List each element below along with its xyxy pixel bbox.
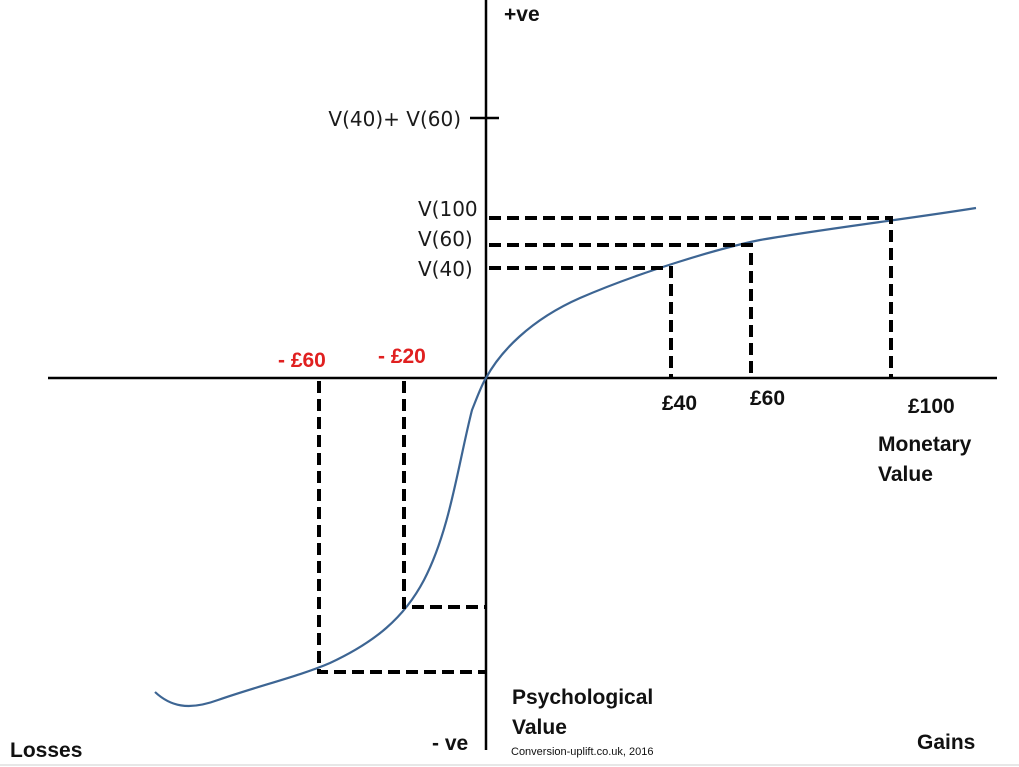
value-function-curve [154,206,977,708]
guide-line-v60 [489,243,753,378]
gain-label-40: £40 [662,392,697,415]
y-positive-label: +ve [504,3,540,26]
gain-label-100: £100 [908,395,955,418]
guide-line-v100 [489,216,893,378]
y-negative-label: - ve [432,732,468,755]
losses-label: Losses [10,739,82,762]
tick-label-v60: V(60) [418,227,473,251]
tick-label-v100: V(100 [418,197,478,221]
guide-line-v40 [489,266,673,378]
loss-label-60: - £60 [278,349,326,372]
y-axis-title-line2: Value [512,716,567,739]
loss-label-20: - £20 [378,345,426,368]
guide-line-loss-60 [317,381,486,674]
x-axis-title-line1: Monetary [878,433,972,456]
tick-label-v40-plus-v60: V(40)+ V(60) [328,107,461,131]
y-axis-title-line1: Psychological [512,686,653,709]
x-axis-title-line2: Value [878,463,933,486]
gains-label: Gains [917,731,975,754]
tick-label-v40: V(40) [418,257,473,281]
gain-label-60: £60 [750,387,785,410]
guide-line-loss-20 [402,381,486,609]
credit-text: Conversion-uplift.co.uk, 2016 [511,746,653,758]
